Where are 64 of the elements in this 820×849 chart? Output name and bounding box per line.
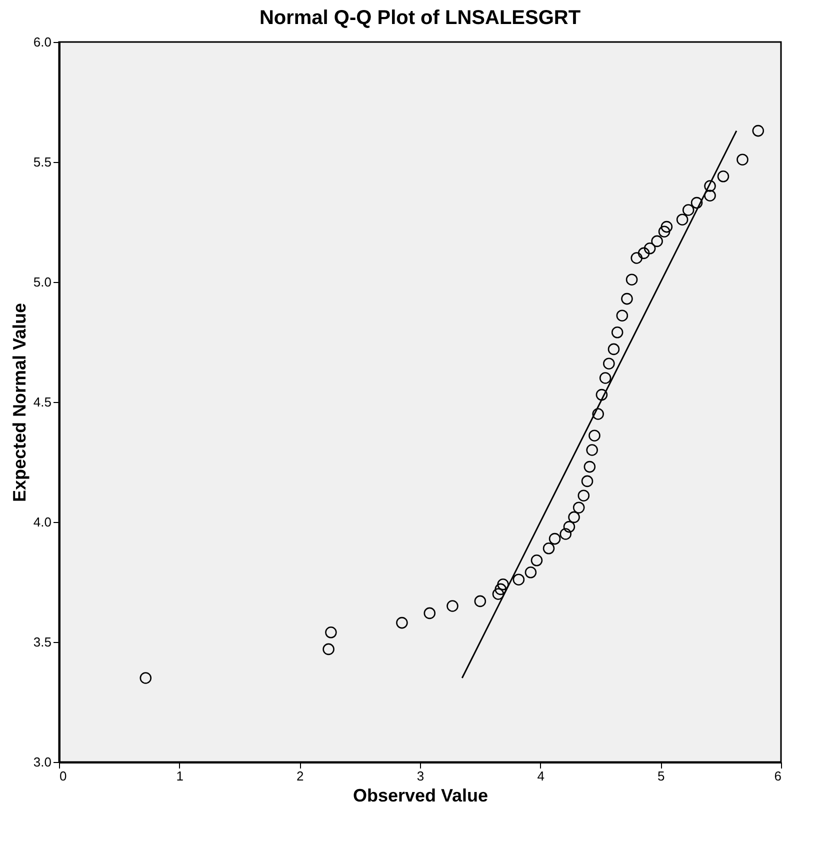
point (530, 554, 543, 566)
point (424, 607, 436, 620)
point (717, 170, 730, 182)
point (752, 124, 764, 137)
x-tick-label: 4 (537, 768, 544, 784)
x-tick-label: 2 (296, 768, 304, 784)
point (658, 226, 670, 238)
point (497, 578, 509, 590)
y-axis-title: Expected Normal Value (9, 302, 30, 502)
point (572, 502, 585, 514)
point (548, 532, 561, 545)
point (616, 310, 628, 322)
point (588, 430, 600, 442)
point (492, 588, 504, 600)
y-tick-label: 3.5 (33, 634, 52, 650)
point (599, 372, 612, 384)
point (736, 154, 748, 166)
point (568, 511, 580, 524)
point (524, 566, 537, 578)
y-tick-label: 6.0 (33, 34, 52, 50)
point (704, 180, 716, 192)
point (325, 626, 337, 638)
point (660, 220, 673, 233)
point (512, 574, 525, 586)
y-tick-label: 4.0 (33, 514, 52, 530)
point (651, 235, 663, 248)
x-tick-label: 0 (60, 768, 67, 784)
point (396, 616, 408, 629)
x-tick-label: 6 (774, 768, 782, 784)
point (630, 252, 642, 264)
point (322, 643, 334, 656)
point (474, 595, 486, 608)
y-tick-label: 3.0 (33, 754, 52, 770)
point (638, 247, 650, 260)
point (603, 358, 615, 370)
point (621, 292, 633, 305)
point (581, 475, 594, 488)
point (563, 520, 576, 533)
point (584, 460, 596, 473)
y-tick-label: 5.0 (33, 274, 52, 290)
x-axis-title: Observed Value (352, 786, 488, 806)
point (560, 528, 572, 540)
point (608, 343, 620, 356)
point (704, 190, 716, 202)
point (611, 326, 624, 338)
y-tick-label: 4.5 (33, 394, 52, 410)
point (682, 204, 694, 216)
point (626, 274, 638, 286)
point (644, 242, 656, 254)
point (494, 583, 507, 596)
point (446, 600, 458, 612)
point (140, 672, 152, 684)
x-tick-label: 5 (658, 768, 665, 784)
point (596, 388, 608, 401)
point (542, 542, 555, 554)
point (690, 196, 703, 209)
point (592, 408, 604, 420)
y-tick-label: 5.5 (33, 154, 52, 170)
x-tick-label: 3 (416, 768, 424, 784)
point (578, 490, 590, 502)
point (676, 214, 688, 226)
point (586, 444, 598, 456)
chart-title: Normal Q-Q Plot of LNSALESGRT (259, 7, 581, 29)
x-tick-label: 1 (176, 768, 184, 784)
